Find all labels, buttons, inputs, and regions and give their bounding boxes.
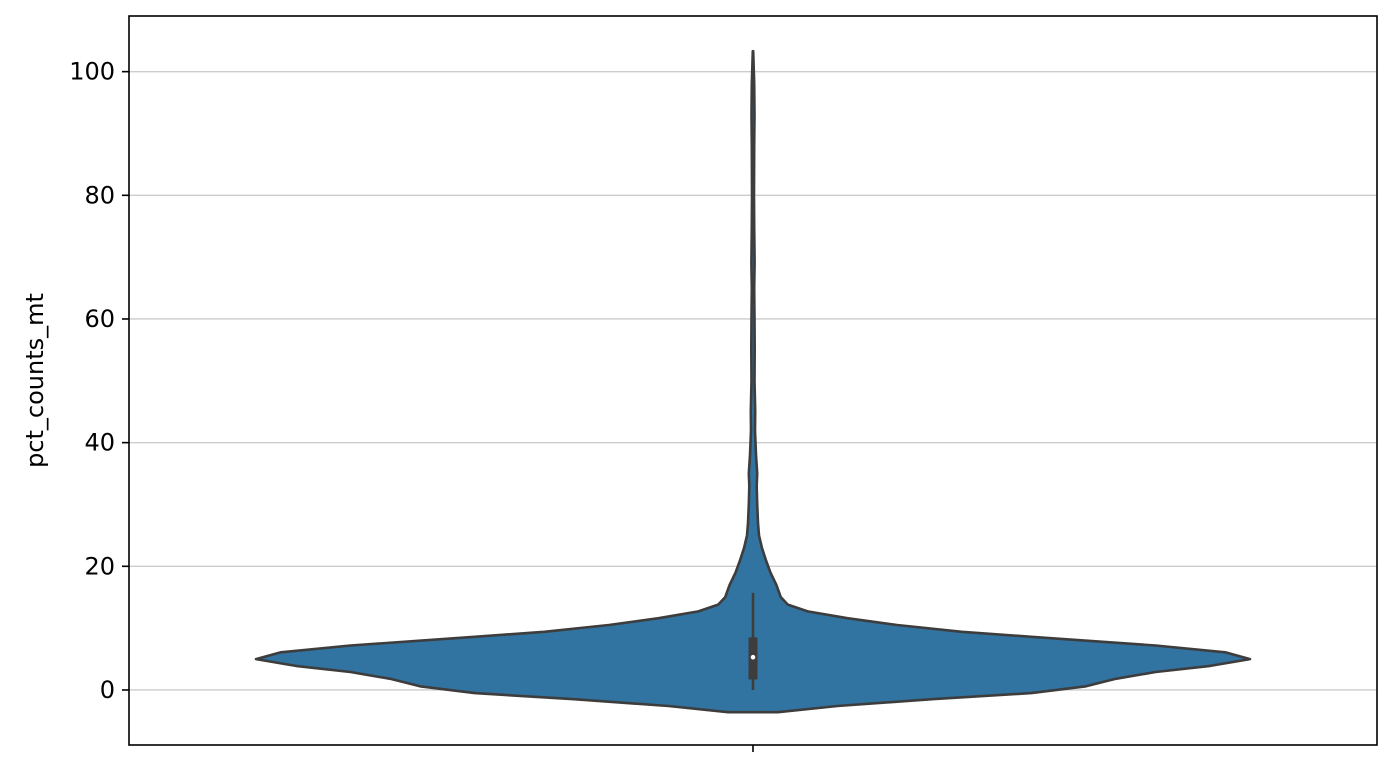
median-dot xyxy=(750,654,756,660)
y-tick-label-20: 20 xyxy=(84,552,115,580)
inner-box xyxy=(748,592,758,690)
violin-body xyxy=(254,49,1252,714)
y-tick-label-60: 60 xyxy=(84,305,115,333)
y-tick-label-100: 100 xyxy=(69,58,115,86)
y-axis-ticks: 0 20 40 60 80 100 xyxy=(69,58,129,704)
y-tick-label-0: 0 xyxy=(100,676,115,704)
y-tick-label-40: 40 xyxy=(84,429,115,457)
y-axis-label: pct_counts_mt xyxy=(21,293,49,468)
y-tick-label-80: 80 xyxy=(84,181,115,209)
